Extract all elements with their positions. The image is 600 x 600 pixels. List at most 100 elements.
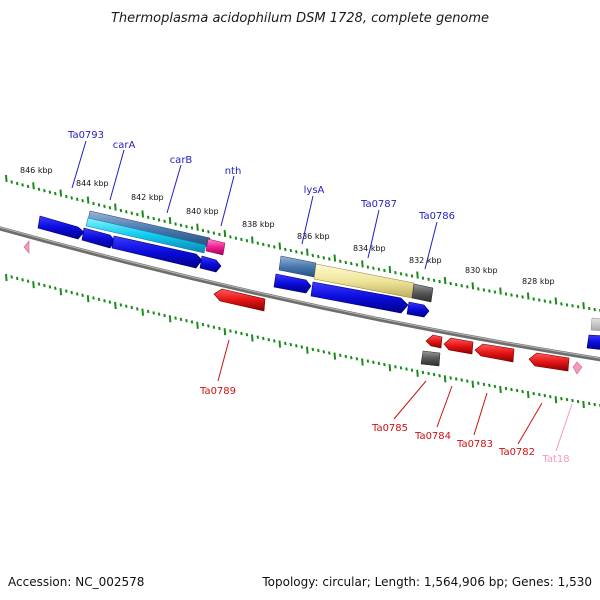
minor-tick	[97, 203, 101, 207]
gene-label[interactable]: Ta0783	[456, 439, 493, 450]
minor-tick	[75, 197, 79, 201]
major-tick	[582, 302, 585, 310]
gene-label[interactable]: Ta0786	[418, 211, 455, 222]
major-tick	[251, 334, 254, 342]
minor-tick	[218, 326, 221, 331]
minor-tick	[482, 382, 486, 386]
minor-tick	[466, 379, 469, 383]
minor-tick	[311, 347, 315, 352]
minor-tick	[449, 376, 452, 380]
minor-tick	[350, 356, 353, 360]
major-tick	[333, 352, 337, 360]
minor-tick	[383, 362, 386, 367]
minor-tick	[75, 292, 79, 296]
minor-tick	[289, 248, 293, 253]
gene-arrow[interactable]	[528, 352, 570, 372]
feature-bar-grey[interactable]	[411, 283, 434, 303]
major-tick	[32, 182, 35, 190]
minor-tick	[70, 290, 73, 295]
minor-tick	[212, 325, 216, 329]
gene-label[interactable]: carA	[113, 140, 136, 151]
minor-tick	[130, 211, 134, 215]
minor-tick	[245, 333, 249, 337]
scale-labels: 846 kbp 844 kbp 842 kbp 840 kbp 838 kbp …	[20, 166, 555, 286]
gene-arrow[interactable]	[425, 334, 443, 349]
gene-arrow[interactable]	[37, 215, 85, 240]
minor-tick	[48, 190, 52, 194]
gene-label[interactable]: Ta0789	[199, 386, 236, 397]
gene-arrow[interactable]	[199, 255, 222, 273]
major-tick	[443, 277, 447, 285]
minor-tick	[157, 312, 161, 316]
gene-arrow[interactable]	[273, 273, 312, 294]
minor-tick	[377, 361, 381, 366]
minor-tick	[174, 222, 177, 226]
minor-tick	[355, 357, 359, 361]
gene-label[interactable]: Ta0782	[498, 447, 535, 458]
gene-arrow[interactable]	[474, 343, 515, 363]
minor-tick	[207, 230, 210, 234]
gene-arrow[interactable]	[111, 235, 203, 269]
gene-label[interactable]: nth	[225, 166, 242, 177]
minor-tick	[477, 287, 480, 291]
minor-tick	[240, 331, 243, 336]
major-tick	[86, 196, 90, 204]
major-tick	[5, 174, 8, 183]
minor-tick	[54, 191, 57, 196]
rna-marker[interactable]	[23, 240, 30, 254]
feature-bar-steel[interactable]	[278, 255, 317, 278]
feature-bar-pink[interactable]	[205, 238, 226, 256]
major-tick	[416, 369, 419, 377]
minor-tick	[449, 281, 452, 286]
minor-tick	[571, 304, 574, 308]
gene-label[interactable]: lysA	[304, 185, 325, 196]
minor-tick	[125, 210, 128, 214]
major-tick	[471, 380, 475, 388]
gene-arrow[interactable]	[443, 337, 474, 355]
minor-tick	[311, 253, 315, 258]
minor-tick	[438, 374, 441, 378]
gene-label[interactable]: Ta0793	[67, 130, 104, 141]
minor-tick	[267, 338, 271, 342]
minor-tick	[92, 201, 95, 206]
major-tick	[306, 346, 309, 354]
gene-arrow[interactable]	[586, 334, 600, 350]
gene-arrow[interactable]	[213, 288, 266, 312]
gene-label[interactable]: carB	[170, 155, 193, 166]
forward-genes	[37, 215, 600, 350]
minor-tick	[317, 348, 320, 353]
gene-label[interactable]: Ta0787	[360, 199, 397, 210]
gene-label[interactable]: Tat18	[541, 454, 569, 465]
minor-tick	[372, 360, 375, 364]
minor-tick	[510, 293, 513, 297]
minor-tick	[571, 398, 574, 403]
feature-bar-cyan[interactable]	[85, 217, 207, 254]
gene-arrow[interactable]	[406, 301, 430, 318]
map-title: Thermoplasma acidophilum DSM 1728, compl…	[111, 11, 489, 26]
minor-tick	[256, 335, 260, 339]
minor-tick	[565, 397, 569, 402]
minor-tick	[65, 289, 68, 293]
minor-tick	[350, 261, 353, 266]
gene-arrow[interactable]	[310, 281, 409, 314]
major-tick	[582, 401, 585, 409]
minor-tick	[157, 218, 161, 222]
scale-label: 828 kbp	[522, 277, 555, 286]
major-tick	[196, 321, 199, 329]
minor-tick	[432, 278, 436, 283]
minor-tick	[543, 299, 547, 303]
feature-bar-grey[interactable]	[590, 317, 600, 331]
rna-marker[interactable]	[572, 361, 583, 375]
minor-tick	[344, 354, 348, 359]
forward-gene-labels: Ta0793 carA carB nth lysA Ta0787 Ta0786	[67, 130, 455, 222]
minor-tick	[119, 303, 123, 307]
gene-label[interactable]: Ta0785	[371, 423, 408, 434]
feature-bar-grey[interactable]	[420, 350, 441, 367]
genome-summary-text: Topology: circular; Length: 1,564,906 bp…	[261, 575, 592, 589]
major-tick	[361, 260, 364, 268]
minor-tick	[427, 277, 430, 281]
minor-tick	[399, 366, 403, 370]
gene-label[interactable]: Ta0784	[414, 431, 451, 442]
minor-tick	[405, 273, 408, 277]
scale-label: 832 kbp	[409, 256, 442, 265]
